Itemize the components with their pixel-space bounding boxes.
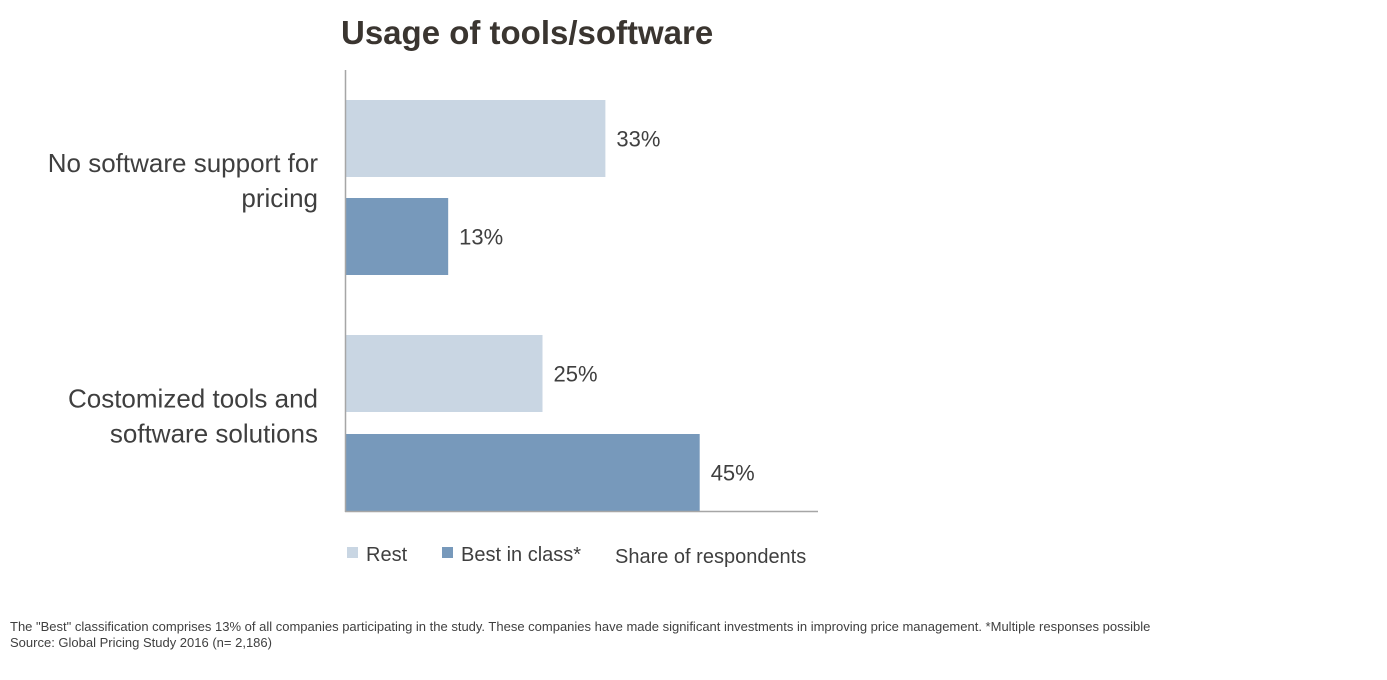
data-label-best-in-class-2: 45% [711, 461, 755, 486]
chart-title: Usage of tools/software [341, 14, 713, 51]
source-note: Source: Global Pricing Study 2016 (n= 2,… [10, 635, 272, 650]
footnote-line-1: The "Best" classification comprises 13% … [10, 619, 1151, 634]
category-label-1-line-2: pricing [241, 183, 318, 213]
category-label-2-line-1: Costomized tools and [68, 384, 318, 414]
legend-label-best-in-class: Best in class* [461, 544, 581, 566]
data-label-rest-2: 25% [554, 362, 598, 387]
data-label-best-in-class-1: 13% [459, 225, 503, 250]
legend-swatch-rest [347, 547, 358, 558]
legend-label-rest: Rest [366, 544, 408, 566]
bar-rest-1 [346, 100, 606, 177]
bar-rest-2 [346, 335, 543, 412]
bar-best-in-class-2 [346, 434, 700, 511]
category-label-2-line-2: software solutions [110, 419, 318, 449]
category-labels: No software support for pricing Costomized… [48, 148, 319, 449]
footnote: The "Best" classification comprises 13% … [10, 619, 1150, 651]
bars-group: 33% 13% 25% 45% [346, 100, 755, 511]
legend-swatch-best-in-class [442, 547, 453, 558]
data-label-rest-1: 33% [616, 127, 660, 152]
legend: Rest Best in class* [347, 544, 581, 566]
bar-chart: Usage of tools/software 33% 13% 25% 45% No … [48, 14, 818, 568]
x-axis-title: Share of respondents [615, 546, 806, 568]
bar-best-in-class-1 [346, 198, 449, 275]
category-label-1-line-1: No software support for [48, 148, 319, 178]
